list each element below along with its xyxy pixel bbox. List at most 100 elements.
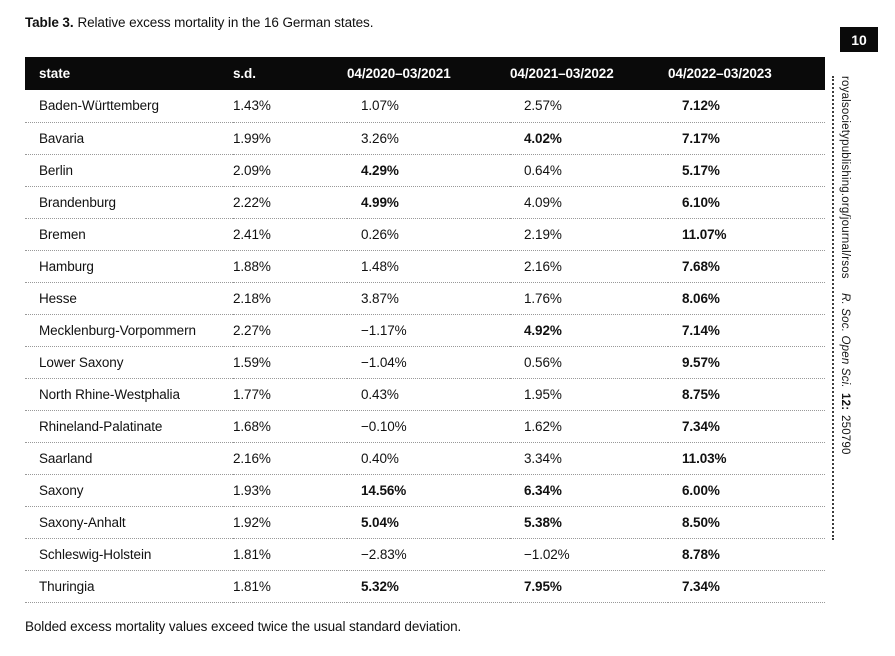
excess-mortality-table: state s.d. 04/2020–03/2021 04/2021–03/20… (25, 57, 825, 603)
page-number-badge: 10 (840, 27, 878, 52)
value-cell: 11.07% (668, 218, 825, 251)
sd-cell: 2.18% (233, 282, 347, 315)
sd-cell: 1.77% (233, 378, 347, 411)
table-footnote: Bolded excess mortality values exceed tw… (25, 618, 462, 634)
table-row: Berlin 2.09% 4.29% 0.64% 5.17% (25, 154, 825, 187)
sd-cell: 1.88% (233, 250, 347, 283)
table-caption-text: Relative excess mortality in the 16 Germ… (77, 15, 374, 30)
sd-cell: 1.99% (233, 122, 347, 155)
state-cell: Saarland (25, 442, 233, 475)
value-cell: 4.29% (347, 154, 510, 187)
state-cell: Brandenburg (25, 186, 233, 219)
value-cell: 0.40% (347, 442, 510, 475)
journal-name: R. Soc. Open Sci. (839, 292, 851, 388)
table-row: Mecklenburg-Vorpommern 2.27% −1.17% 4.92% 7.… (25, 314, 825, 347)
value-cell: 7.14% (668, 314, 825, 347)
sd-cell: 1.68% (233, 410, 347, 443)
value-cell: 6.34% (510, 474, 668, 507)
value-cell: −1.02% (510, 538, 668, 571)
sd-cell: 1.43% (233, 90, 347, 123)
value-cell: 8.78% (668, 538, 825, 571)
table-row: Bremen 2.41% 0.26% 2.19% 11.07% (25, 218, 825, 251)
value-cell: 2.57% (510, 90, 668, 123)
value-cell: 4.92% (510, 314, 668, 347)
sd-cell: 2.09% (233, 154, 347, 187)
value-cell: −1.04% (347, 346, 510, 379)
table-caption-label: Table 3. (25, 15, 74, 30)
table-row: Hamburg 1.88% 1.48% 2.16% 7.68% (25, 250, 825, 283)
column-header-sd: s.d. (233, 57, 347, 90)
value-cell: 0.64% (510, 154, 668, 187)
value-cell: 9.57% (668, 346, 825, 379)
table-row: Saarland 2.16% 0.40% 3.34% 11.03% (25, 442, 825, 475)
value-cell: 7.17% (668, 122, 825, 155)
sd-cell: 2.27% (233, 314, 347, 347)
state-cell: Baden-Württemberg (25, 90, 233, 123)
value-cell: 5.38% (510, 506, 668, 539)
column-header-state: state (25, 57, 233, 90)
table-row: North Rhine-Westphalia 1.77% 0.43% 1.95% 8.7… (25, 378, 825, 411)
table-row: Schleswig-Holstein 1.81% −2.83% −1.02% 8.78% (25, 538, 825, 571)
state-cell: Hesse (25, 282, 233, 315)
value-cell: 7.95% (510, 570, 668, 603)
table-row: Thuringia 1.81% 5.32% 7.95% 7.34% (25, 570, 825, 603)
value-cell: 4.09% (510, 186, 668, 219)
value-cell: 1.48% (347, 250, 510, 283)
column-header-period3: 04/2022–03/2023 (668, 57, 825, 90)
table-caption: Table 3. Relative excess mortality in the… (25, 13, 825, 33)
table-body: Baden-Württemberg 1.43% 1.07% 2.57% 7.12% Bav… (25, 90, 825, 603)
value-cell: 1.95% (510, 378, 668, 411)
sd-cell: 1.81% (233, 538, 347, 571)
value-cell: 0.43% (347, 378, 510, 411)
table-row: Hesse 2.18% 3.87% 1.76% 8.06% (25, 282, 825, 315)
value-cell: 5.32% (347, 570, 510, 603)
value-cell: 2.16% (510, 250, 668, 283)
state-cell: North Rhine-Westphalia (25, 378, 233, 411)
value-cell: 1.07% (347, 90, 510, 123)
value-cell: 8.50% (668, 506, 825, 539)
value-cell: −0.10% (347, 410, 510, 443)
table-row: Rhineland-Palatinate 1.68% −0.10% 1.62% 7.34… (25, 410, 825, 443)
value-cell: 6.10% (668, 186, 825, 219)
value-cell: 0.26% (347, 218, 510, 251)
value-cell: 0.56% (510, 346, 668, 379)
value-cell: 1.62% (510, 410, 668, 443)
sd-cell: 1.93% (233, 474, 347, 507)
journal-volume: 12: (839, 392, 851, 410)
sd-cell: 2.41% (233, 218, 347, 251)
value-cell: 4.99% (347, 186, 510, 219)
sd-cell: 2.22% (233, 186, 347, 219)
journal-url: royalsocietypublishing.org/journal/rsos (839, 76, 851, 279)
page-content: Table 3. Relative excess mortality in the… (25, 13, 825, 634)
value-cell: 7.34% (668, 570, 825, 603)
state-cell: Rhineland-Palatinate (25, 410, 233, 443)
value-cell: 7.68% (668, 250, 825, 283)
table-row: Saxony-Anhalt 1.92% 5.04% 5.38% 8.50% (25, 506, 825, 539)
sd-cell: 1.81% (233, 570, 347, 603)
table-header-row: state s.d. 04/2020–03/2021 04/2021–03/20… (25, 57, 825, 90)
state-cell: Bremen (25, 218, 233, 251)
journal-article-id: 250790 (839, 414, 851, 455)
value-cell: 2.19% (510, 218, 668, 251)
sd-cell: 1.59% (233, 346, 347, 379)
value-cell: 6.00% (668, 474, 825, 507)
sd-cell: 1.92% (233, 506, 347, 539)
state-cell: Hamburg (25, 250, 233, 283)
value-cell: 5.17% (668, 154, 825, 187)
value-cell: 14.56% (347, 474, 510, 507)
table-row: Saxony 1.93% 14.56% 6.34% 6.00% (25, 474, 825, 507)
table-row: Brandenburg 2.22% 4.99% 4.09% 6.10% (25, 186, 825, 219)
value-cell: 7.12% (668, 90, 825, 123)
value-cell: 11.03% (668, 442, 825, 475)
state-cell: Schleswig-Holstein (25, 538, 233, 571)
table-row: Bavaria 1.99% 3.26% 4.02% 7.17% (25, 122, 825, 155)
value-cell: −2.83% (347, 538, 510, 571)
column-header-period1: 04/2020–03/2021 (347, 57, 510, 90)
value-cell: 3.34% (510, 442, 668, 475)
value-cell: −1.17% (347, 314, 510, 347)
journal-sidebar: royalsocietypublishing.org/journal/rsos R… (832, 76, 851, 540)
value-cell: 3.26% (347, 122, 510, 155)
table-row: Lower Saxony 1.59% −1.04% 0.56% 9.57% (25, 346, 825, 379)
value-cell: 8.06% (668, 282, 825, 315)
sd-cell: 2.16% (233, 442, 347, 475)
